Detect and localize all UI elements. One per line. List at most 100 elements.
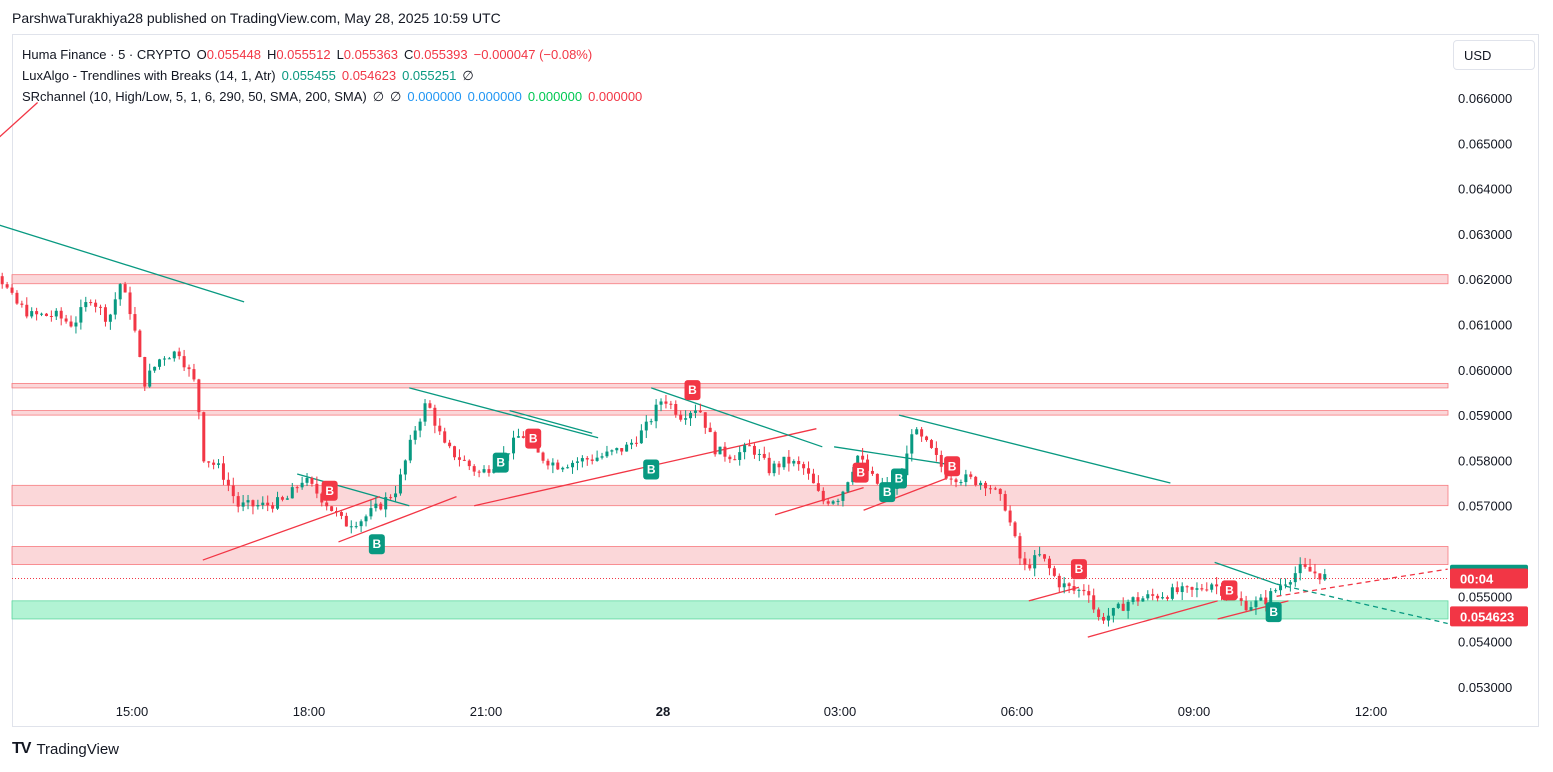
candle-body: [1288, 582, 1292, 585]
candle-body: [797, 460, 801, 465]
break-signal-badge: [1221, 580, 1238, 601]
candle-body: [330, 506, 334, 512]
candle-body: [1008, 510, 1012, 523]
candle-body: [792, 460, 796, 464]
y-tick-label: 0.065000: [1458, 136, 1512, 151]
low-label: L: [336, 47, 344, 62]
candle-body: [148, 370, 152, 387]
candle-body: [615, 448, 619, 451]
break-signal-label: B: [325, 484, 334, 498]
candle-body: [369, 508, 373, 517]
trendline-red: [1087, 600, 1218, 638]
candle-body: [620, 448, 624, 452]
candle-body: [1023, 558, 1027, 565]
break-signal-label: B: [1075, 562, 1084, 576]
candle-body: [35, 311, 39, 315]
candle-body: [280, 497, 284, 500]
x-tick-label: 28: [656, 704, 670, 719]
candle-body: [177, 351, 181, 357]
lux-value-2: 0.054623: [341, 68, 397, 83]
candle-body: [1161, 597, 1165, 599]
candle-body: [787, 456, 791, 464]
candle-body: [698, 410, 702, 413]
candle-body: [974, 476, 978, 486]
candle-body: [403, 460, 407, 475]
open-value: 0.055448: [206, 47, 261, 62]
candle-body: [467, 460, 471, 467]
legend-symbol[interactable]: Huma Finance · 5 · CRYPTO: [22, 47, 191, 62]
candle-body: [1082, 589, 1086, 592]
break-signal-label: B: [688, 383, 697, 397]
y-tick-label: 0.061000: [1458, 318, 1512, 333]
candle-body: [585, 458, 589, 460]
sr-value-3: 0.000000: [527, 89, 583, 104]
candle-body: [1141, 598, 1145, 602]
candle-body: [654, 404, 658, 422]
break-signal-badge: [492, 452, 509, 473]
candle-body: [669, 403, 673, 405]
tradingview-logo[interactable]: TV TradingView: [12, 740, 119, 758]
candle-body: [438, 425, 442, 432]
candle-body: [1313, 571, 1317, 574]
break-signal-badge: [684, 380, 701, 401]
break-signal-label: B: [1269, 605, 1278, 619]
trendline-teal: [409, 387, 599, 439]
candle-body: [172, 351, 176, 359]
candle-body: [1121, 603, 1125, 611]
candle-body: [295, 487, 299, 489]
candle-body: [541, 452, 545, 461]
y-tick-label: 0.062000: [1458, 272, 1512, 287]
y-tick-label: 0.066000: [1458, 91, 1512, 106]
luxalgo-indicator-name[interactable]: LuxAlgo - Trendlines with Breaks (14, 1,…: [22, 68, 276, 83]
candle-body: [772, 463, 776, 474]
candle-body: [433, 407, 437, 426]
candle-body: [1092, 595, 1096, 610]
candle-body: [197, 379, 201, 413]
candle-body: [217, 463, 221, 465]
candle-body: [580, 458, 584, 462]
currency-selector[interactable]: USD: [1453, 40, 1535, 70]
candle-body: [462, 459, 466, 461]
candle-body: [236, 496, 240, 507]
candle-body: [374, 503, 378, 509]
high-label: H: [266, 47, 277, 62]
candle-body: [551, 462, 555, 466]
candle-body: [158, 359, 162, 367]
candle-body: [821, 490, 825, 502]
candle-body: [472, 466, 476, 472]
candle-body: [630, 442, 634, 445]
candle-body: [1111, 608, 1115, 616]
srchannel-indicator-name[interactable]: SRchannel (10, High/Low, 5, 1, 6, 290, 5…: [22, 89, 367, 104]
candle-body: [1205, 589, 1209, 591]
candle-body: [1151, 594, 1155, 596]
chart-frame[interactable]: [12, 34, 1539, 727]
candle-body: [1146, 594, 1150, 599]
candle-body: [1047, 558, 1051, 569]
candle-body: [364, 516, 368, 522]
trendline-red: [774, 486, 864, 516]
candle-body: [679, 414, 683, 420]
candle-body: [1156, 595, 1160, 599]
candle-body: [1269, 591, 1273, 605]
candle-body: [453, 446, 457, 458]
candle-body: [929, 440, 933, 448]
price-axis-tag: [1450, 568, 1528, 589]
candle-body: [10, 287, 14, 293]
break-signal-label: B: [883, 485, 892, 499]
candle-body: [305, 477, 309, 483]
y-tick-label: 0.055000: [1458, 589, 1512, 604]
candle-body: [777, 463, 781, 468]
break-signal-badge: [368, 534, 385, 555]
candle-body: [743, 445, 747, 453]
break-signal-label: B: [496, 456, 505, 470]
candle-body: [1052, 568, 1056, 576]
candle-body: [733, 459, 737, 461]
candle-body: [1028, 564, 1032, 569]
candle-body: [1062, 583, 1066, 588]
candle-body: [428, 403, 432, 408]
candle-body: [143, 356, 147, 387]
candle-body: [118, 284, 122, 300]
candle-body: [103, 307, 107, 322]
candle-body: [1180, 586, 1184, 593]
